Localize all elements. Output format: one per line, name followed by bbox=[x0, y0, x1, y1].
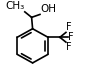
Text: F: F bbox=[68, 32, 74, 42]
Text: OH: OH bbox=[41, 4, 57, 14]
Text: F: F bbox=[66, 42, 72, 52]
Text: CH₃: CH₃ bbox=[5, 1, 24, 11]
Text: F: F bbox=[66, 22, 72, 32]
